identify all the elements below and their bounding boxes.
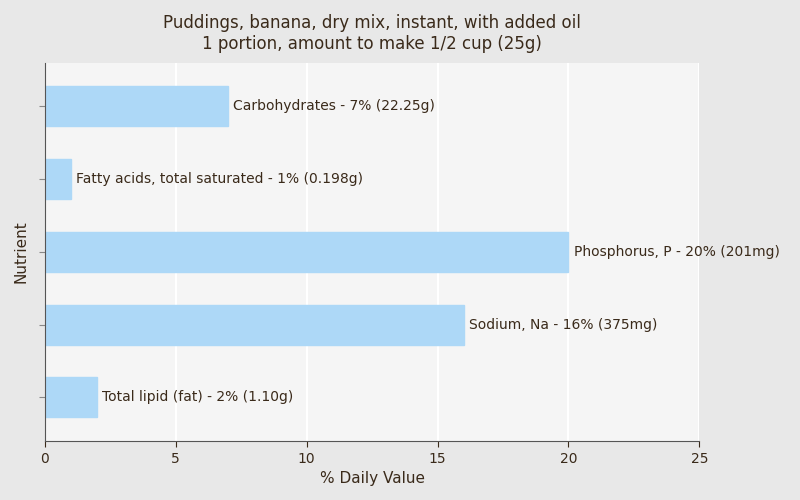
Bar <box>45 304 464 344</box>
Bar <box>45 378 98 418</box>
Text: Carbohydrates - 7% (22.25g): Carbohydrates - 7% (22.25g) <box>234 100 435 114</box>
Text: Phosphorus, P - 20% (201mg): Phosphorus, P - 20% (201mg) <box>574 245 779 259</box>
X-axis label: % Daily Value: % Daily Value <box>319 471 425 486</box>
Bar <box>45 232 568 272</box>
Text: Total lipid (fat) - 2% (1.10g): Total lipid (fat) - 2% (1.10g) <box>102 390 294 404</box>
Text: Sodium, Na - 16% (375mg): Sodium, Na - 16% (375mg) <box>469 318 658 332</box>
Bar <box>45 159 71 199</box>
Title: Puddings, banana, dry mix, instant, with added oil
1 portion, amount to make 1/2: Puddings, banana, dry mix, instant, with… <box>163 14 581 52</box>
Text: Fatty acids, total saturated - 1% (0.198g): Fatty acids, total saturated - 1% (0.198… <box>76 172 363 186</box>
Y-axis label: Nutrient: Nutrient <box>14 220 29 283</box>
Bar <box>45 86 228 126</box>
